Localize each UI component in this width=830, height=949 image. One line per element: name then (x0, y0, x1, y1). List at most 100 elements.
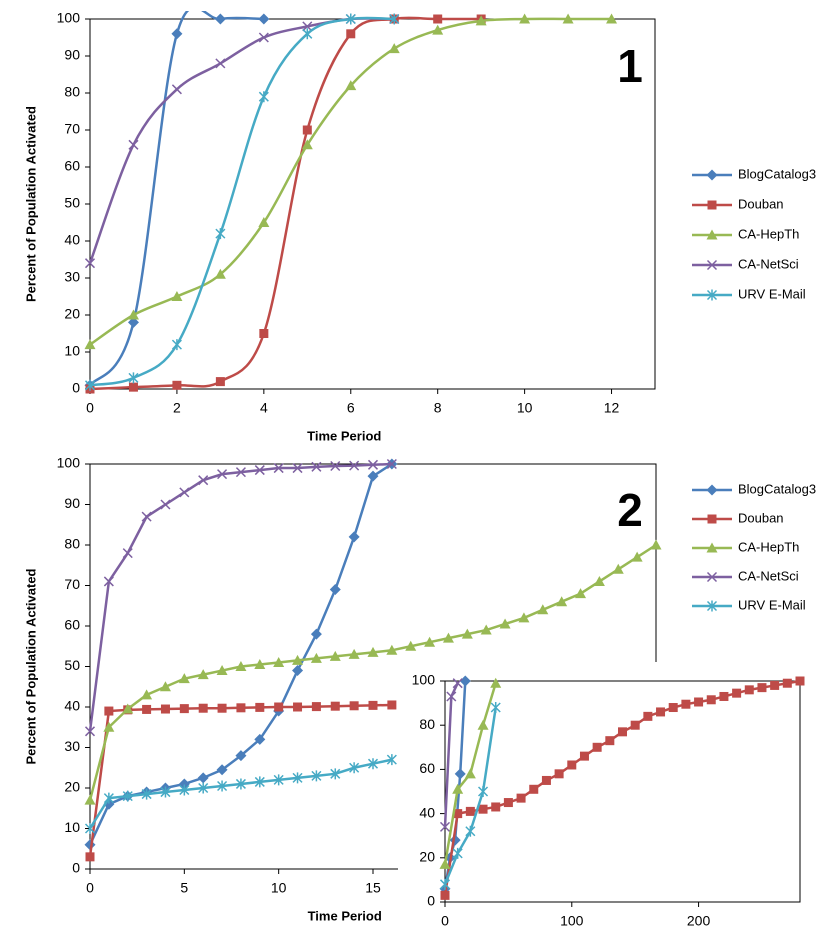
data-point (215, 228, 226, 240)
data-point (461, 628, 473, 639)
data-point (478, 804, 488, 814)
data-point (519, 13, 531, 24)
data-point (84, 258, 96, 269)
data-point (719, 691, 729, 701)
data-point (348, 648, 360, 659)
legend-marker (706, 484, 718, 496)
data-point (292, 654, 304, 665)
x-axis-label: Time Period (307, 428, 381, 443)
legend-label: URV E-Mail (738, 286, 806, 301)
data-point (439, 821, 451, 832)
data-point (103, 792, 114, 804)
series (84, 13, 618, 350)
data-point (465, 806, 475, 816)
data-point (311, 702, 321, 712)
data-point (681, 699, 691, 709)
data-point (254, 465, 265, 476)
data-point (171, 28, 183, 40)
data-point (579, 751, 589, 761)
y-tick-label: 70 (64, 121, 80, 137)
data-point (274, 702, 284, 712)
data-point (368, 700, 378, 710)
data-point (348, 531, 360, 543)
data-point (782, 678, 792, 688)
x-tick-label: 4 (260, 400, 268, 416)
data-point (84, 823, 96, 834)
data-point (439, 858, 451, 869)
data-point (475, 15, 487, 26)
data-point (302, 28, 313, 40)
y-tick-label: 90 (64, 495, 80, 511)
data-point (432, 24, 444, 35)
data-point (254, 658, 266, 669)
y-tick-label: 0 (72, 860, 80, 876)
x-tick-label: 0 (441, 913, 449, 929)
data-point (84, 726, 96, 737)
data-point (103, 721, 115, 732)
data-point (122, 703, 134, 714)
plot-frame (89, 18, 656, 390)
data-point (159, 681, 171, 692)
y-tick-label: 40 (64, 698, 80, 714)
data-point (477, 719, 489, 730)
y-tick-label: 60 (64, 617, 80, 633)
data-point (605, 736, 615, 746)
y-tick-label: 70 (64, 576, 80, 592)
data-point (254, 776, 265, 788)
legend-marker (707, 200, 717, 210)
y-tick-label: 40 (64, 232, 80, 248)
data-point (197, 772, 209, 784)
data-point (439, 878, 451, 890)
data-point (424, 636, 436, 647)
legend-marker (706, 289, 718, 301)
legend-label: CA-NetSci (738, 568, 799, 583)
data-point (273, 463, 284, 474)
y-tick-label: 60 (64, 158, 80, 174)
data-point (757, 683, 767, 693)
data-point (171, 84, 182, 95)
data-point (214, 13, 226, 25)
y-tick-label: 80 (419, 716, 435, 732)
data-point (235, 661, 247, 671)
data-point (490, 702, 501, 714)
chart-number: 1 (617, 40, 643, 92)
chart-number: 2 (617, 484, 643, 536)
data-point (567, 760, 577, 770)
x-tick-label: 10 (517, 400, 533, 416)
data-point (198, 475, 209, 486)
y-tick-label: 50 (64, 195, 80, 211)
series-line (88, 17, 395, 264)
legend-marker (706, 259, 718, 271)
data-point (367, 459, 379, 470)
data-point (258, 32, 269, 43)
data-point (386, 754, 397, 766)
data-point (537, 604, 549, 615)
data-point (171, 291, 183, 301)
legend-label: Douban (738, 510, 784, 525)
inset-background (398, 662, 830, 949)
data-point (198, 703, 208, 713)
data-point (330, 701, 340, 711)
data-point (452, 678, 463, 689)
data-point (127, 309, 139, 320)
data-point (562, 13, 574, 24)
y-tick-label: 0 (427, 893, 435, 909)
chart: 0 20 40 60 80 100 0 100 200 (398, 662, 830, 949)
legend-label: BlogCatalog3 (738, 166, 816, 181)
data-point (311, 770, 322, 782)
data-point (329, 650, 341, 661)
data-point (259, 329, 269, 338)
y-tick-label: 40 (419, 804, 435, 820)
data-point (235, 750, 247, 762)
data-point (103, 576, 114, 587)
series (85, 14, 486, 394)
y-tick-label: 20 (64, 779, 80, 795)
series-line (88, 758, 393, 830)
data-point (160, 786, 171, 798)
data-point (160, 499, 171, 510)
y-tick-label: 100 (412, 672, 436, 688)
data-point (258, 91, 269, 103)
legend-marker (706, 169, 718, 181)
data-point (503, 798, 513, 808)
